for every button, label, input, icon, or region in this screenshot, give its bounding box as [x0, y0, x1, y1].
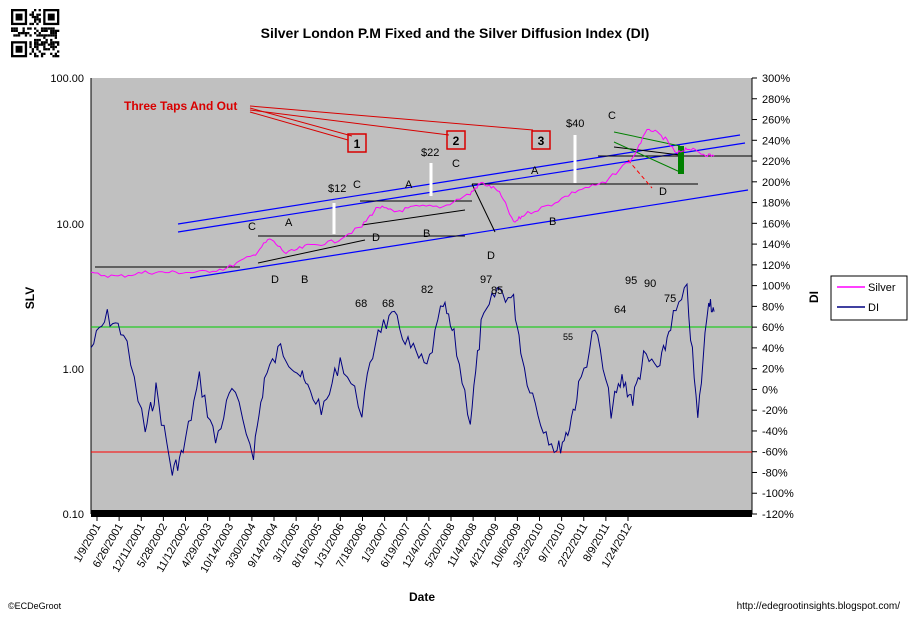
series-line-di — [90, 282, 715, 476]
trend-channel — [177, 134, 749, 279]
annotation-a: A — [531, 165, 539, 177]
annotation-d: D — [372, 232, 380, 244]
di-peak-label: 85 — [491, 285, 503, 297]
annotation-b: B — [301, 274, 308, 286]
tap-2-label: 2 — [453, 134, 460, 148]
y-right-tick: -20% — [762, 405, 788, 417]
y-right-tick: 20% — [762, 364, 784, 376]
y-right-tick: 120% — [762, 260, 790, 272]
price-spike-markers — [332, 135, 577, 234]
y-left-tick: 10.00 — [56, 219, 84, 231]
di-peak-label: 68 — [382, 298, 394, 310]
y-right-tick: 220% — [762, 156, 790, 168]
right-axis: 300% 280% 260% 240% 220% 200% 180% 160% 140% 120%… — [751, 73, 794, 521]
di-peak-label: 97 — [480, 274, 492, 286]
di-peak-label: 90 — [644, 278, 656, 290]
y-right-tick: 80% — [762, 301, 784, 313]
annotation-d: D — [659, 186, 667, 198]
three-taps-annotation: Three Taps And Out 1 2 3 — [124, 99, 551, 153]
blog-url-label: http://edegrootinsights.blogspot.com/ — [737, 601, 901, 612]
tap-3-label: 3 — [538, 134, 545, 148]
y-right-tick: 40% — [762, 343, 784, 355]
di-peak-label: 82 — [421, 284, 433, 296]
y-left-tick: 100.00 — [50, 73, 84, 85]
legend: Silver DI — [830, 275, 908, 321]
x-axis: 1/9/20016/26/200112/11/20015/28/200211/1… — [72, 517, 635, 575]
y-right-tick: -80% — [762, 467, 788, 479]
series-line-silver — [90, 128, 715, 278]
y-right-tick: 160% — [762, 218, 790, 230]
support-resistance-lines — [95, 146, 752, 268]
three-taps-label: Three Taps And Out — [124, 99, 237, 113]
annotation-d: D — [487, 250, 495, 262]
y-right-tick: 140% — [762, 239, 790, 251]
di-peak-label: 68 — [355, 298, 367, 310]
y-right-tick: 280% — [762, 94, 790, 106]
di-peak-label: 75 — [664, 293, 676, 305]
y-right-tick: -40% — [762, 426, 788, 438]
chart-title: Silver London P.M Fixed and the Silver D… — [261, 25, 650, 41]
y-right-tick: 260% — [762, 115, 790, 127]
y-right-axis-label: DI — [807, 291, 821, 303]
y-left-tick: 1.00 — [63, 364, 84, 376]
di-peak-label: 55 — [563, 332, 573, 342]
tap-1-label: 1 — [354, 137, 361, 151]
y-left-tick: 0.10 — [63, 509, 84, 521]
annotation-price-22: $22 — [421, 147, 439, 159]
copyright-label: ©ECDeGroot — [8, 601, 62, 611]
y-right-tick: -60% — [762, 447, 788, 459]
y-right-tick: -100% — [762, 488, 794, 500]
y-right-tick: 200% — [762, 177, 790, 189]
di-peak-label: 95 — [625, 275, 637, 287]
annotation-b: B — [549, 216, 556, 228]
annotation-c: C — [248, 221, 256, 233]
silver-series — [90, 128, 715, 278]
annotation-c: C — [608, 110, 616, 122]
di-peak-label: 64 — [614, 304, 626, 316]
legend-silver-label: Silver — [868, 282, 896, 294]
plot-bottom-band — [91, 510, 752, 517]
y-right-tick: 0% — [762, 384, 778, 396]
annotation-price-12: $12 — [328, 183, 346, 195]
qr-code-icon — [10, 8, 61, 59]
y-right-tick: 100% — [762, 281, 790, 293]
y-right-tick: -120% — [762, 509, 794, 521]
y-left-axis-label: SLV — [23, 287, 37, 309]
y-right-tick: 240% — [762, 135, 790, 147]
wave-annotations: $12 $22 $40 C C C C A A A D D D D B B B — [248, 110, 667, 286]
annotation-price-40: $40 — [566, 118, 584, 130]
plot-area — [91, 78, 752, 514]
left-axis: 100.00 10.00 1.00 0.10 — [50, 73, 92, 521]
y-right-tick: 60% — [762, 322, 784, 334]
y-right-tick: 300% — [762, 73, 790, 85]
di-series — [90, 282, 715, 476]
annotation-a: A — [405, 179, 413, 191]
di-peak-annotations: 68 68 82 97 85 55 64 95 90 75 — [355, 274, 676, 342]
annotation-d: D — [271, 274, 279, 286]
x-axis-label: Date — [409, 590, 435, 604]
annotation-c: C — [452, 158, 460, 170]
annotation-c: C — [353, 179, 361, 191]
legend-di-label: DI — [868, 302, 879, 314]
annotation-a: A — [285, 217, 293, 229]
annotation-b: B — [423, 228, 430, 240]
y-right-tick: 180% — [762, 198, 790, 210]
